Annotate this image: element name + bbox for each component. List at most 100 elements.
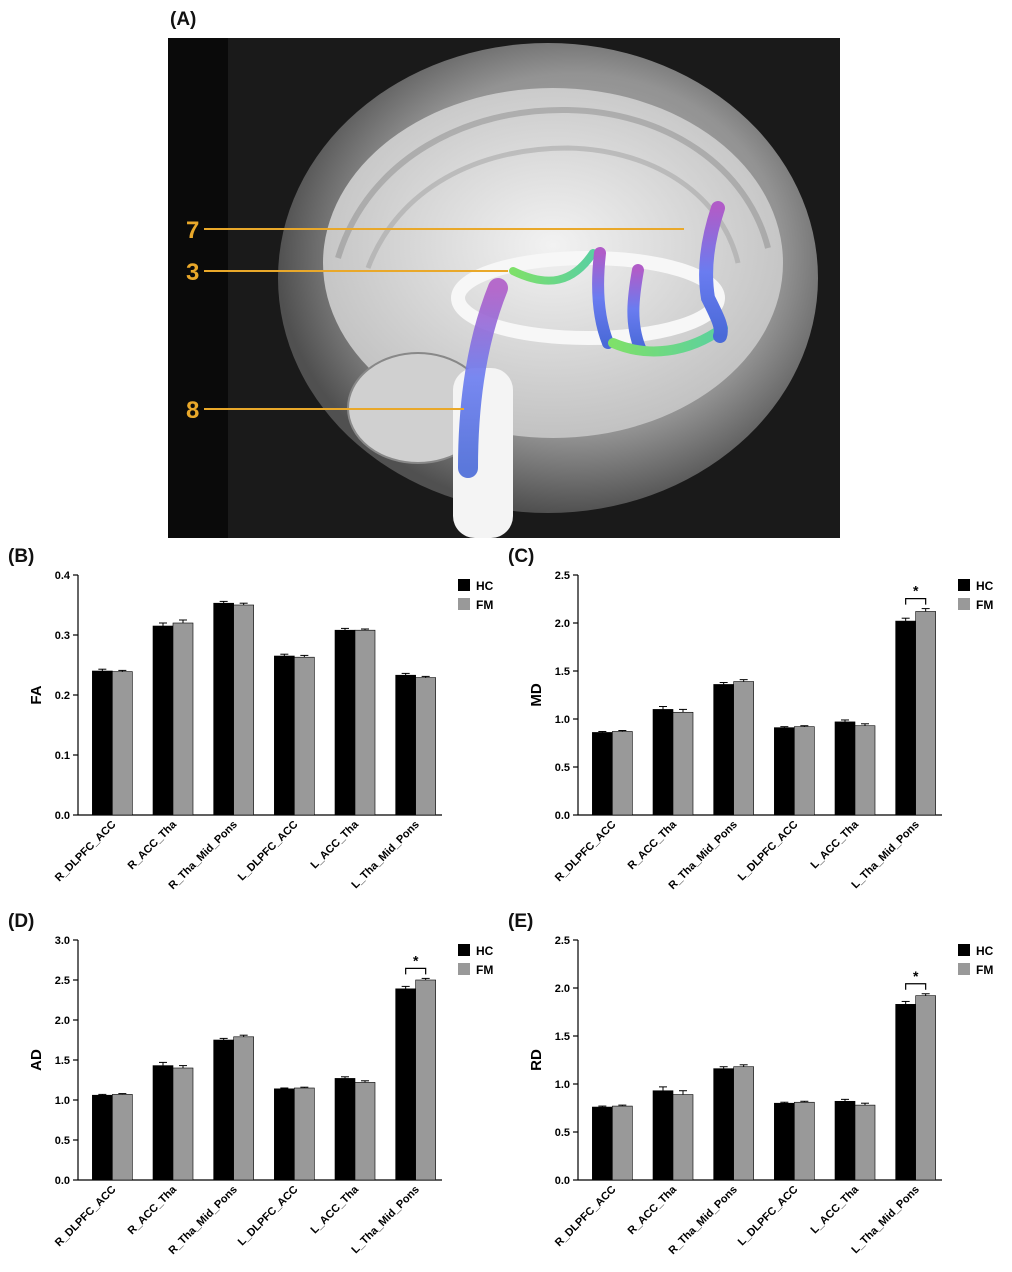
bar-hc (895, 620, 916, 816)
legend-swatch-hc (958, 944, 970, 956)
y-tick-label: 1.0 (555, 714, 570, 726)
bar-fm (612, 1105, 633, 1181)
panel-label-b: (B) (8, 546, 35, 567)
bar-fm (854, 1104, 876, 1181)
y-tick-label: 0.0 (555, 810, 570, 822)
bar-hc (895, 1004, 916, 1181)
bar-fm (112, 671, 133, 816)
bar-fm (112, 1094, 133, 1181)
bar-hc (213, 602, 234, 816)
bar-fm (354, 629, 376, 816)
legend-label-hc: HC (476, 579, 494, 593)
x-tick-label: L_DLPFC_ACC (236, 1184, 301, 1249)
y-tick-label: 0.5 (55, 1135, 70, 1147)
bar-fm (233, 604, 254, 816)
x-tick-label: L_ACC_Tha (309, 818, 362, 871)
legend-swatch-hc (958, 579, 970, 591)
y-tick-label: 1.0 (55, 1095, 70, 1107)
x-tick-label: L_Tha_Mid_Pons (349, 819, 421, 891)
bar-hc (334, 1078, 356, 1181)
y-tick-label: 0.2 (55, 690, 70, 702)
chart-rd: 0.0 0.5 1.0 1.5 2.0 2.5 RD R_DLPFC_ACC R_ACC_Tha… (528, 935, 994, 1257)
tract-lower-arc (608, 323, 728, 357)
y-tick-label: 2.5 (555, 570, 570, 582)
tract-8 (458, 278, 508, 478)
tract-label-3: 3 (186, 259, 199, 286)
y-tick-label: 2.0 (555, 618, 570, 630)
x-tick-label: L_DLPFC_ACC (736, 819, 801, 884)
bar-fm (415, 677, 436, 816)
x-tick-label: R_DLPFC_ACC (553, 1184, 619, 1250)
bar-fm (415, 979, 436, 1181)
bar-fm (672, 1094, 694, 1181)
y-tick-label: 0.1 (55, 750, 70, 762)
x-tick-label: L_Tha_Mid_Pons (849, 819, 921, 891)
bar-hc (652, 709, 674, 816)
bar-fm (294, 1087, 315, 1181)
y-tick-label: 0.5 (555, 1127, 570, 1139)
legend-swatch-hc (458, 579, 470, 591)
bar-fm (915, 611, 936, 816)
x-tick-label: R_DLPFC_ACC (53, 819, 119, 885)
significance-marker: * (413, 952, 419, 968)
legend-label-hc: HC (976, 579, 994, 593)
x-tick-label: R_ACC_Tha (626, 1183, 680, 1237)
x-tick-label: L_DLPFC_ACC (736, 1184, 801, 1249)
bar-fm (915, 995, 936, 1181)
legend-label-hc: HC (976, 944, 994, 958)
y-axis-label: FA (28, 685, 45, 704)
x-tick-label: L_ACC_Tha (309, 1183, 362, 1236)
tract-vertical-1 (592, 247, 614, 349)
bar-hc (713, 1068, 734, 1181)
bar-hc (92, 670, 113, 816)
x-tick-label: R_Tha_Mid_Pons (166, 819, 239, 892)
y-tick-label: 2.5 (55, 975, 70, 987)
tract-label-8: 8 (186, 397, 199, 424)
x-tick-label: R_Tha_Mid_Pons (166, 1184, 239, 1257)
x-tick-label: L_Tha_Mid_Pons (349, 1184, 421, 1256)
chart-fa: 0.0 0.1 0.2 0.3 0.4 FA R_DLPFC_ACC R_ACC_ThaR_T… (28, 570, 494, 892)
y-tick-label: 2.0 (555, 983, 570, 995)
cortex-folds-inner (365, 145, 741, 269)
bar-hc (213, 1039, 234, 1181)
bar-fm (794, 1101, 815, 1181)
bar-fm (233, 1036, 254, 1181)
y-tick-label: 0.0 (555, 1175, 570, 1187)
bar-hc (713, 684, 734, 816)
y-tick-label: 0.4 (55, 570, 71, 582)
legend-label-fm: FM (976, 963, 993, 977)
x-tick-label: L_ACC_Tha (809, 1183, 862, 1236)
legend-label-fm: FM (476, 963, 493, 977)
cortex-folds (335, 106, 771, 259)
legend-label-fm: FM (476, 598, 493, 612)
legend-label-fm: FM (976, 598, 993, 612)
bar-fm (854, 725, 876, 816)
bar-fm (672, 711, 694, 816)
significance-bracket (405, 967, 427, 975)
x-tick-label: R_ACC_Tha (126, 1183, 180, 1237)
bar-hc (774, 727, 795, 816)
bar-hc (334, 629, 356, 816)
y-tick-label: 1.5 (555, 1031, 570, 1043)
x-tick-label: R_ACC_Tha (126, 818, 180, 872)
x-tick-label: L_Tha_Mid_Pons (849, 1184, 921, 1256)
bar-hc (152, 625, 174, 816)
bar-hc (774, 1102, 795, 1181)
y-tick-label: 0.3 (55, 630, 70, 642)
bar-hc (834, 1100, 856, 1181)
chart-ad: 0.0 0.5 1.0 1.5 2.0 2.5 3.0 AD R_DLPFC_ACC R_ACC_… (28, 935, 494, 1257)
chart-md: 0.0 0.5 1.0 1.5 2.0 2.5 MD R_DLPFC_ACC R_ACC_Tha… (528, 570, 994, 892)
bar-fm (354, 1082, 376, 1181)
bar-hc (152, 1065, 174, 1181)
y-tick-label: 0.0 (55, 810, 70, 822)
x-tick-label: R_DLPFC_ACC (553, 819, 619, 885)
bar-fm (733, 1066, 754, 1181)
x-tick-label: L_ACC_Tha (809, 818, 862, 871)
tract-label-7: 7 (186, 217, 199, 244)
y-axis-label: RD (528, 1049, 545, 1071)
legend-swatch-fm (458, 963, 470, 975)
y-tick-label: 1.5 (55, 1055, 70, 1067)
legend-label-hc: HC (476, 944, 494, 958)
bar-hc (592, 732, 613, 816)
panel-label-d: (D) (8, 911, 35, 932)
